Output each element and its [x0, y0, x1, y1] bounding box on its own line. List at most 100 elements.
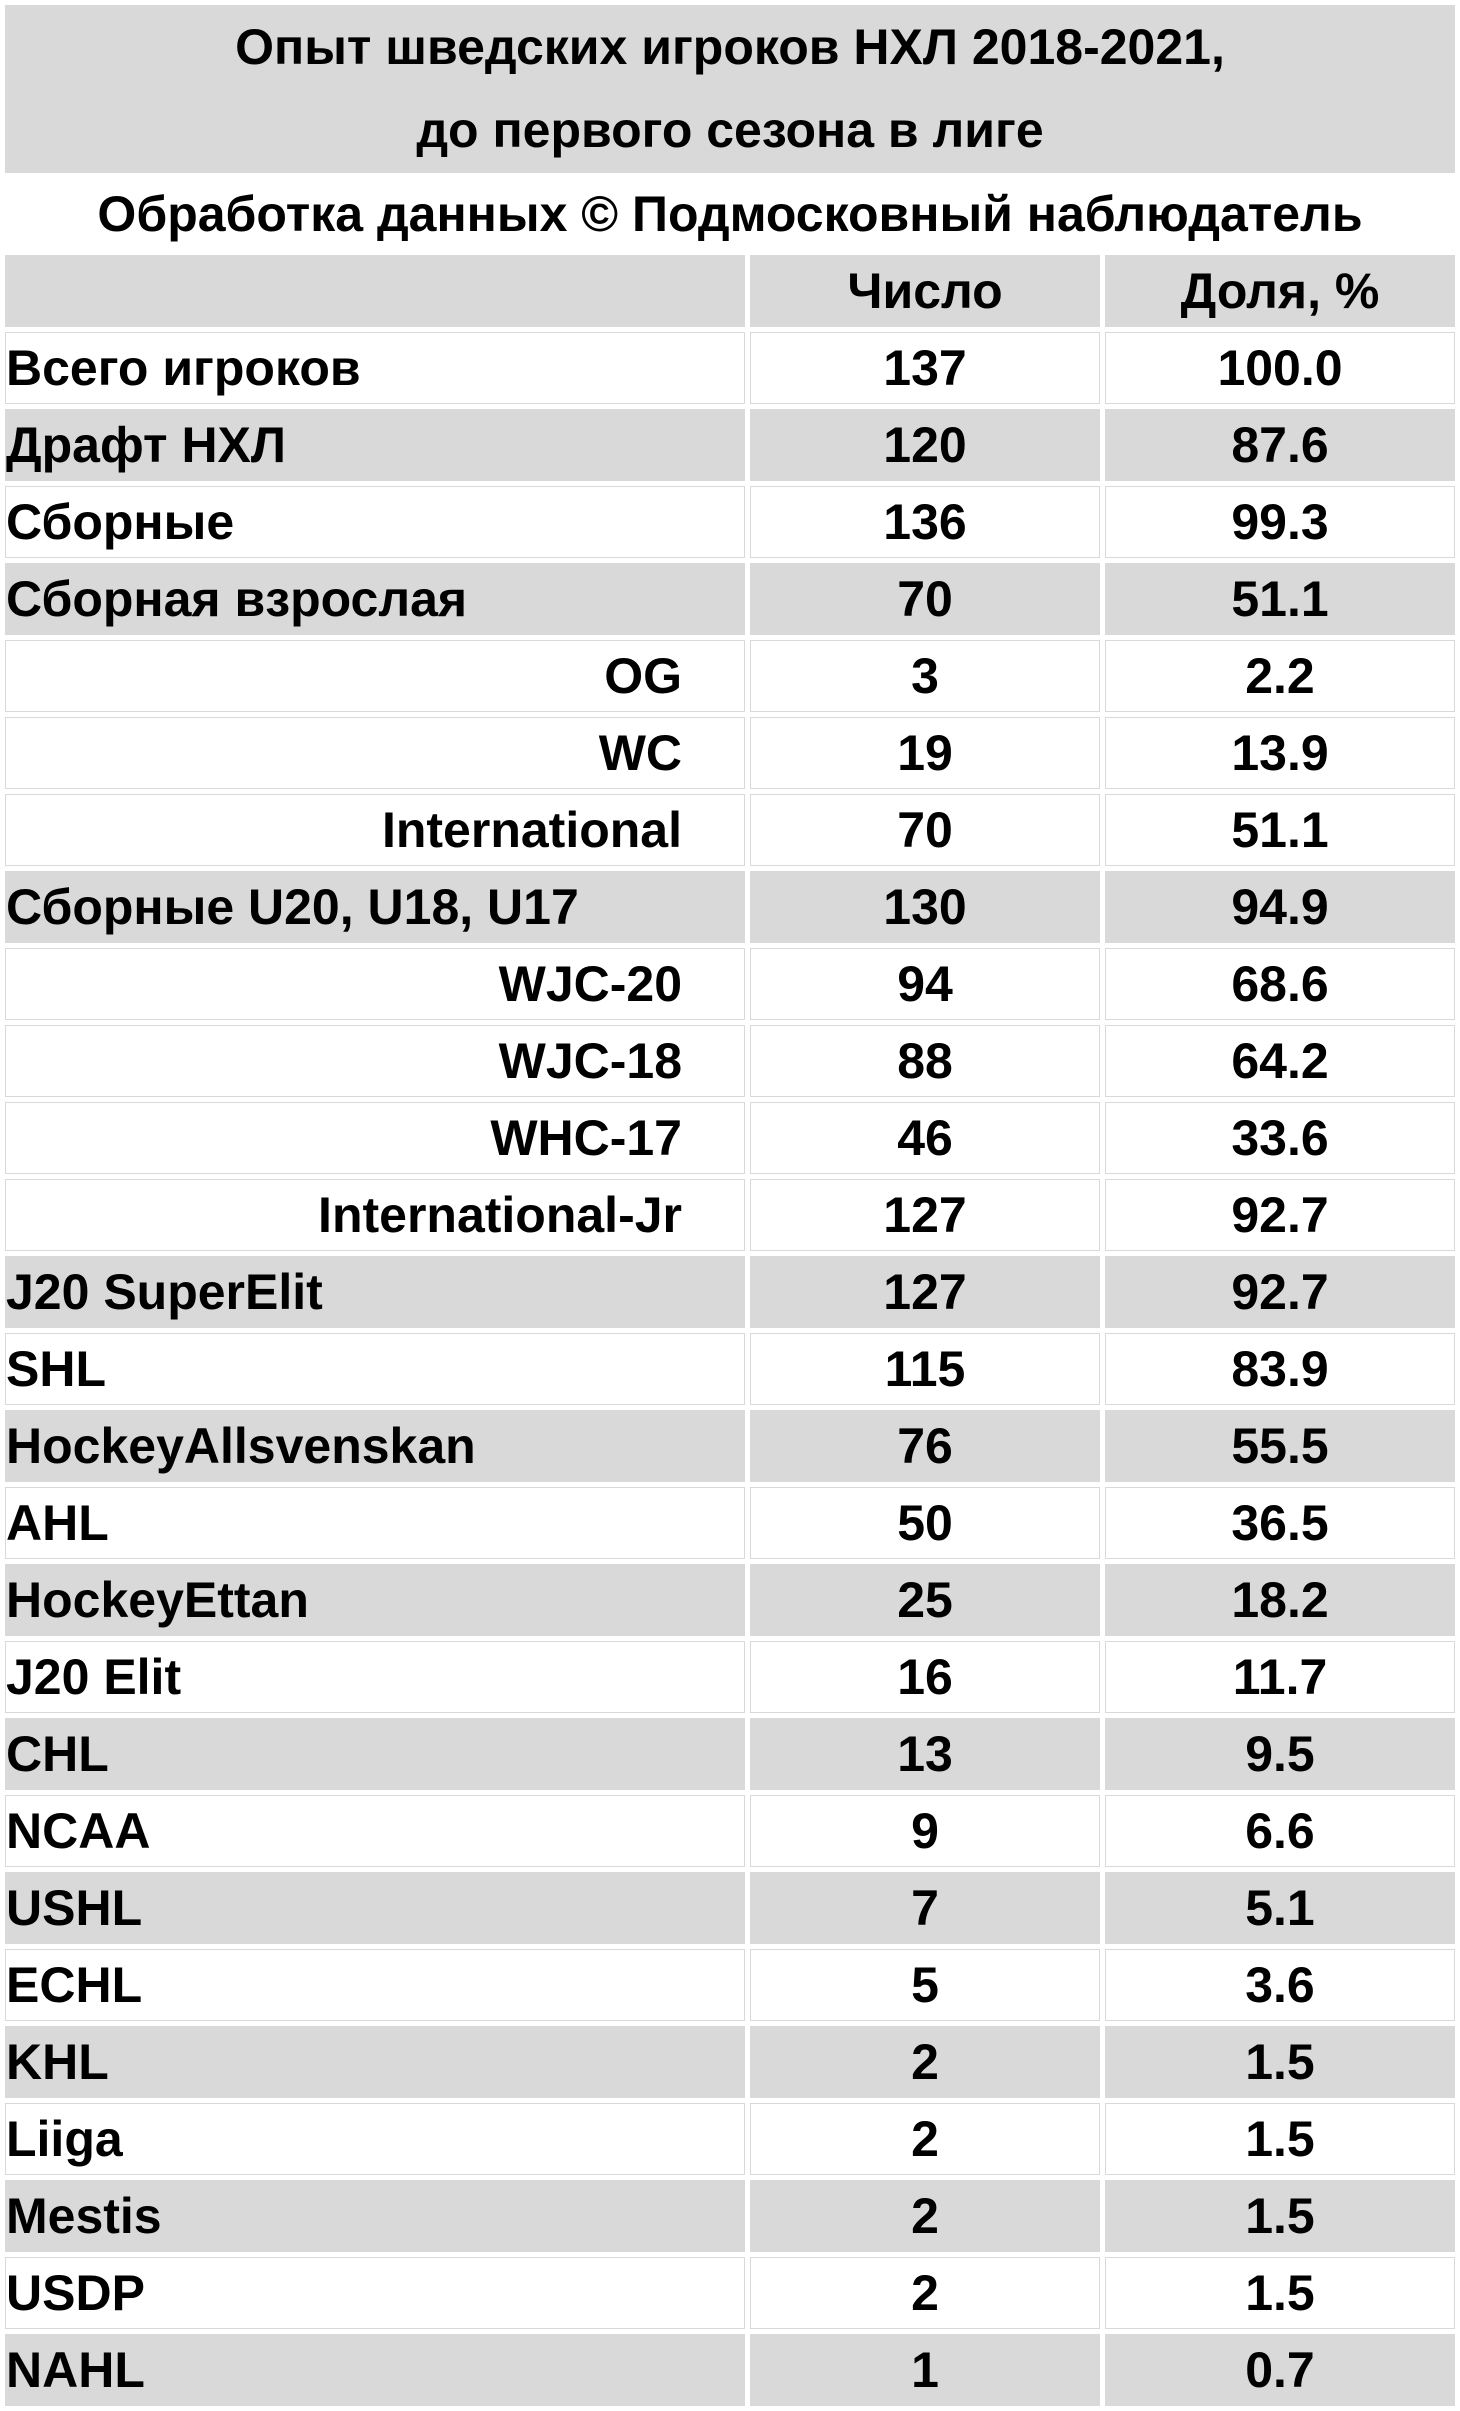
table-row: Сборные 136 99.3	[5, 486, 1455, 558]
table-row: CHL 13 9.5	[5, 1718, 1455, 1790]
row-count: 13	[750, 1718, 1100, 1790]
table-row: Сборная взрослая 70 51.1	[5, 563, 1455, 635]
row-share: 13.9	[1105, 717, 1455, 789]
row-label: SHL	[5, 1333, 745, 1405]
table-row: KHL 2 1.5	[5, 2026, 1455, 2098]
row-count: 46	[750, 1102, 1100, 1174]
row-count: 7	[750, 1872, 1100, 1944]
row-count: 136	[750, 486, 1100, 558]
row-share: 1.5	[1105, 2180, 1455, 2252]
row-share: 0.7	[1105, 2334, 1455, 2406]
row-count: 70	[750, 794, 1100, 866]
title-line-2: до первого сезона в лиге	[416, 102, 1044, 158]
row-label: NCAA	[5, 1795, 745, 1867]
row-share: 51.1	[1105, 794, 1455, 866]
row-share: 92.7	[1105, 1179, 1455, 1251]
row-label: WC	[5, 717, 745, 789]
row-count: 120	[750, 409, 1100, 481]
table-row: International-Jr 127 92.7	[5, 1179, 1455, 1251]
row-label: Mestis	[5, 2180, 745, 2252]
row-count: 2	[750, 2103, 1100, 2175]
row-share: 94.9	[1105, 871, 1455, 943]
row-label: Всего игроков	[5, 332, 745, 404]
row-share: 100.0	[1105, 332, 1455, 404]
row-share: 87.6	[1105, 409, 1455, 481]
table-row: WHC-17 46 33.6	[5, 1102, 1455, 1174]
table-row: WJC-18 88 64.2	[5, 1025, 1455, 1097]
row-count: 88	[750, 1025, 1100, 1097]
table-row: USDP 2 1.5	[5, 2257, 1455, 2329]
header-row: Число Доля, %	[5, 255, 1455, 327]
table-row: WC 19 13.9	[5, 717, 1455, 789]
row-label: Сборные	[5, 486, 745, 558]
row-label: HockeyAllsvenskan	[5, 1410, 745, 1482]
table-row: International 70 51.1	[5, 794, 1455, 866]
table-row: Драфт НХЛ 120 87.6	[5, 409, 1455, 481]
row-label: KHL	[5, 2026, 745, 2098]
table-row: NAHL 1 0.7	[5, 2334, 1455, 2406]
row-share: 1.5	[1105, 2026, 1455, 2098]
row-label: Сборные U20, U18, U17	[5, 871, 745, 943]
row-label: USDP	[5, 2257, 745, 2329]
row-count: 25	[750, 1564, 1100, 1636]
row-label: International	[5, 794, 745, 866]
row-count: 5	[750, 1949, 1100, 2021]
row-count: 1	[750, 2334, 1100, 2406]
table-row: AHL 50 36.5	[5, 1487, 1455, 1559]
row-share: 2.2	[1105, 640, 1455, 712]
row-count: 2	[750, 2026, 1100, 2098]
row-label: ECHL	[5, 1949, 745, 2021]
table-row: J20 Elit 16 11.7	[5, 1641, 1455, 1713]
row-share: 33.6	[1105, 1102, 1455, 1174]
row-label: Liiga	[5, 2103, 745, 2175]
row-count: 127	[750, 1179, 1100, 1251]
row-count: 70	[750, 563, 1100, 635]
row-share: 83.9	[1105, 1333, 1455, 1405]
table-row: Сборные U20, U18, U17 130 94.9	[5, 871, 1455, 943]
row-label: Драфт НХЛ	[5, 409, 745, 481]
row-label: OG	[5, 640, 745, 712]
row-label: CHL	[5, 1718, 745, 1790]
row-count: 127	[750, 1256, 1100, 1328]
row-share: 36.5	[1105, 1487, 1455, 1559]
row-label: USHL	[5, 1872, 745, 1944]
row-share: 92.7	[1105, 1256, 1455, 1328]
table-row: SHL 115 83.9	[5, 1333, 1455, 1405]
row-share: 5.1	[1105, 1872, 1455, 1944]
row-count: 76	[750, 1410, 1100, 1482]
row-share: 68.6	[1105, 948, 1455, 1020]
row-share: 51.1	[1105, 563, 1455, 635]
row-label: WHC-17	[5, 1102, 745, 1174]
row-count: 137	[750, 332, 1100, 404]
row-count: 16	[750, 1641, 1100, 1713]
table-row: OG 3 2.2	[5, 640, 1455, 712]
row-count: 2	[750, 2257, 1100, 2329]
row-label: HockeyEttan	[5, 1564, 745, 1636]
table-title: Опыт шведских игроков НХЛ 2018-2021, до …	[5, 5, 1455, 173]
row-share: 6.6	[1105, 1795, 1455, 1867]
header-metric	[5, 255, 745, 327]
row-count: 115	[750, 1333, 1100, 1405]
row-share: 9.5	[1105, 1718, 1455, 1790]
header-count: Число	[750, 255, 1100, 327]
credit-line: Обработка данных © Подмосковный наблюдат…	[5, 178, 1455, 250]
row-count: 3	[750, 640, 1100, 712]
row-label: Сборная взрослая	[5, 563, 745, 635]
header-share: Доля, %	[1105, 255, 1455, 327]
row-count: 50	[750, 1487, 1100, 1559]
table-row: Liiga 2 1.5	[5, 2103, 1455, 2175]
row-label: J20 SuperElit	[5, 1256, 745, 1328]
table-row: ECHL 5 3.6	[5, 1949, 1455, 2021]
row-share: 11.7	[1105, 1641, 1455, 1713]
table-row: USHL 7 5.1	[5, 1872, 1455, 1944]
row-share: 1.5	[1105, 2103, 1455, 2175]
row-label: NAHL	[5, 2334, 745, 2406]
row-share: 18.2	[1105, 1564, 1455, 1636]
row-share: 64.2	[1105, 1025, 1455, 1097]
table-row: WJC-20 94 68.6	[5, 948, 1455, 1020]
row-label: J20 Elit	[5, 1641, 745, 1713]
row-share: 1.5	[1105, 2257, 1455, 2329]
table-row: Всего игроков 137 100.0	[5, 332, 1455, 404]
row-share: 55.5	[1105, 1410, 1455, 1482]
